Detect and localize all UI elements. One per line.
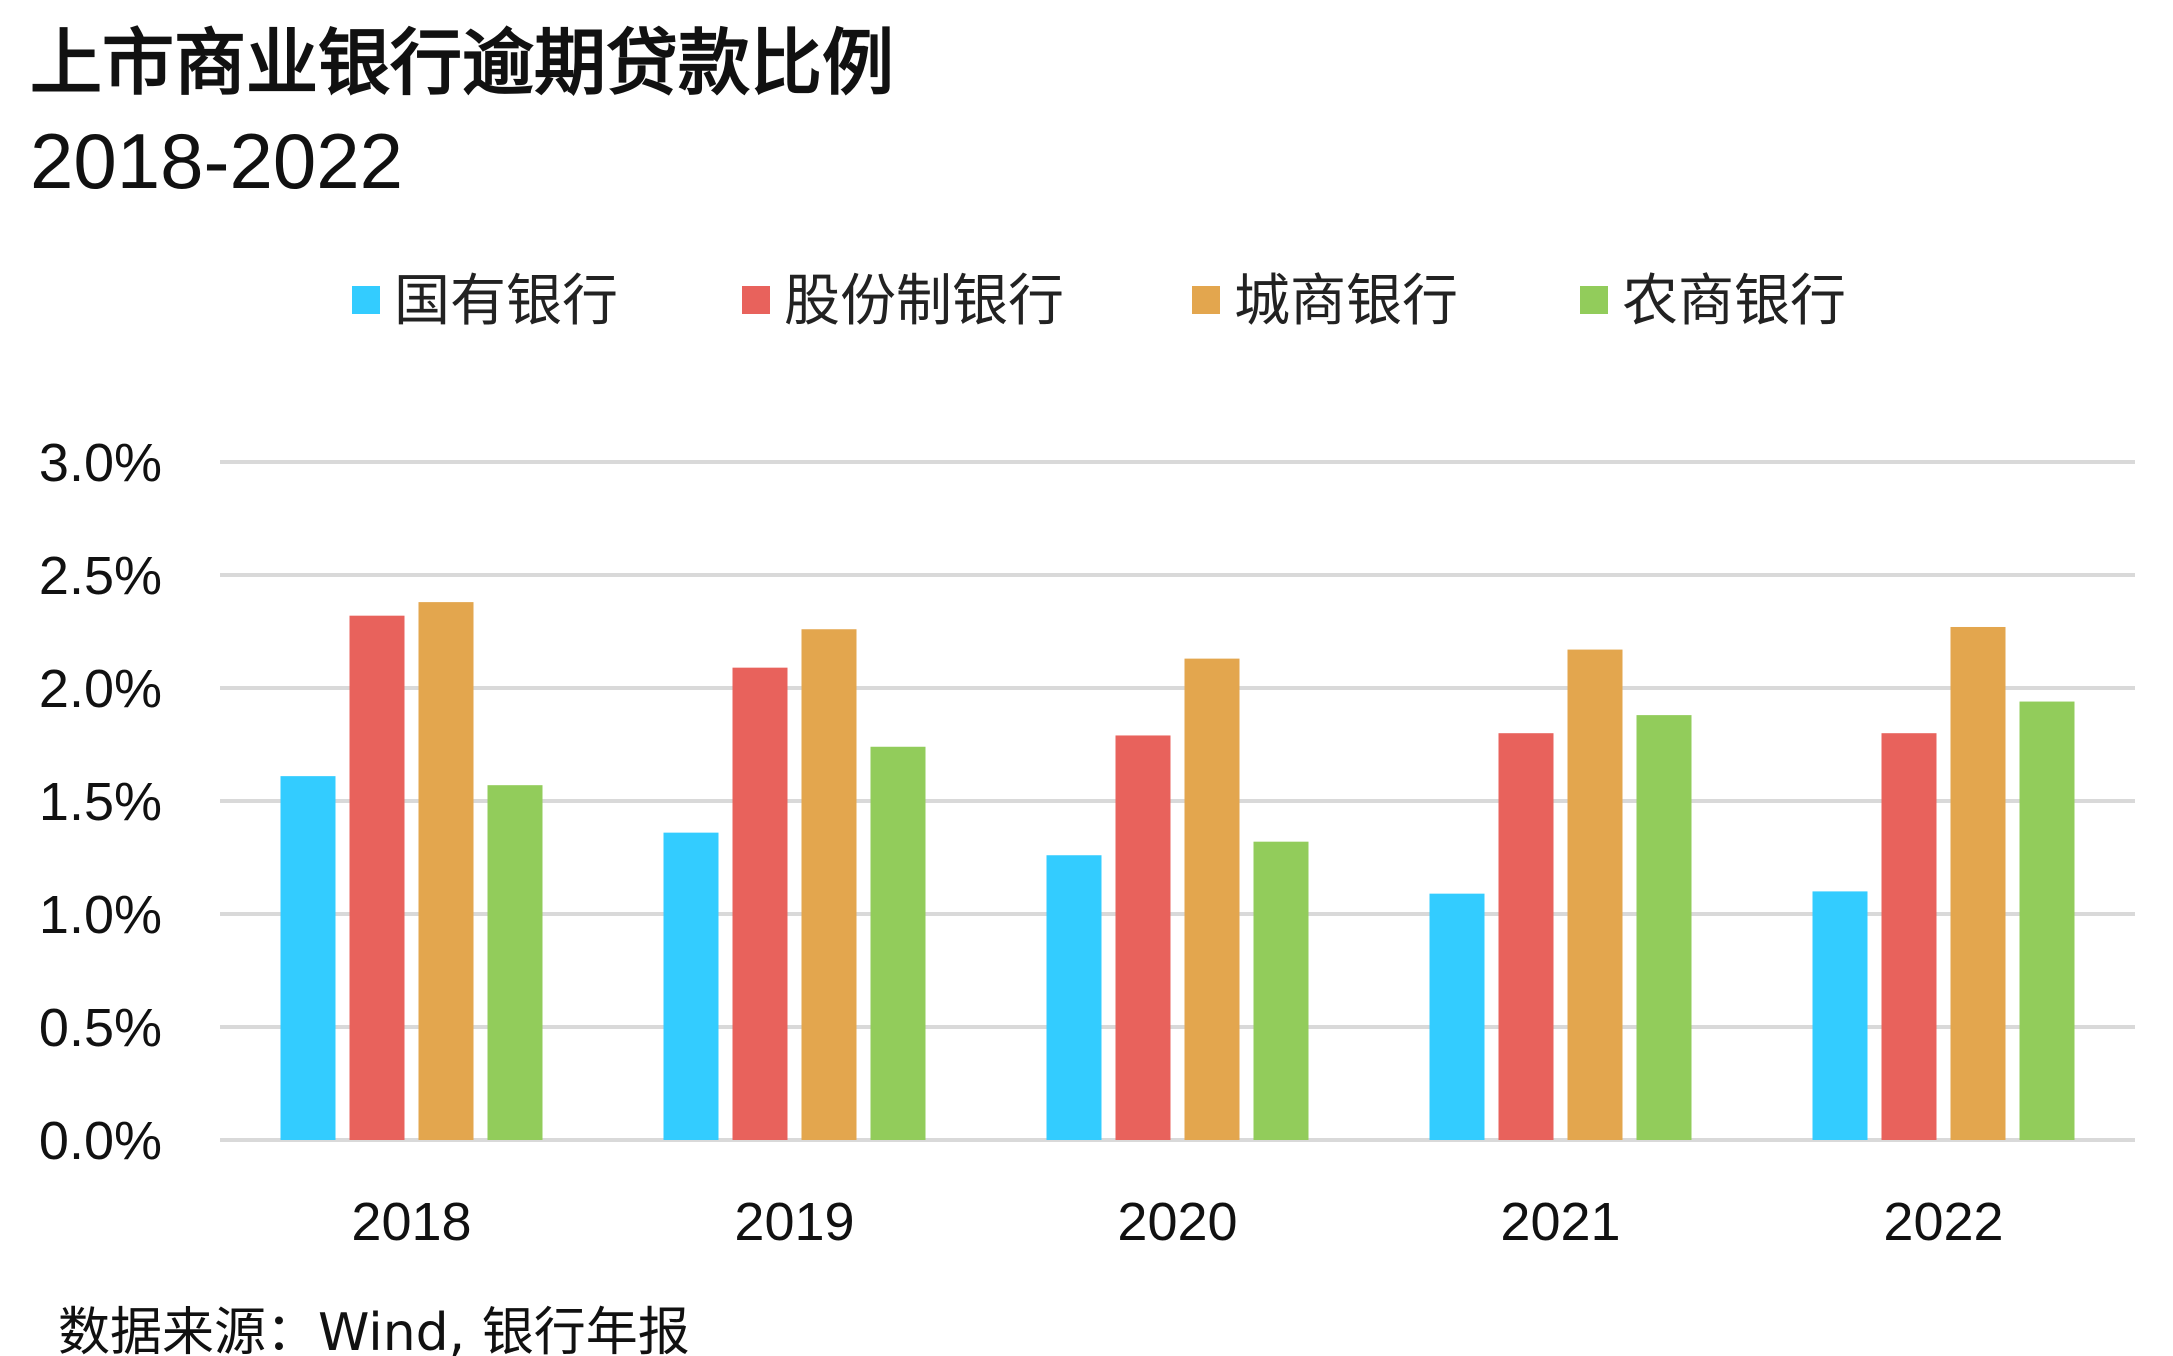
- legend-swatch: [742, 286, 770, 314]
- x-tick-label: 2018: [351, 1192, 471, 1252]
- legend-swatch: [1192, 286, 1220, 314]
- chart-title: 上市商业银行逾期贷款比例: [30, 21, 894, 105]
- bar-2021-4: [1636, 715, 1692, 1140]
- legend: 国有银行 股份制银行 城商银行 农商银行: [352, 269, 1846, 334]
- x-tick-label: 2019: [734, 1192, 854, 1252]
- bar-2019-1: [663, 832, 719, 1140]
- y-tick-label: 2.5%: [39, 546, 162, 606]
- bar-2022-4: [2019, 701, 2075, 1140]
- bar-2019-3: [801, 629, 857, 1140]
- bar-2022-2: [1881, 733, 1937, 1140]
- bar-2020-3: [1184, 658, 1240, 1140]
- legend-swatch: [352, 286, 380, 314]
- legend-label: 农商银行: [1622, 269, 1846, 334]
- bars: [280, 602, 2075, 1140]
- y-tick-label: 0.5%: [39, 998, 162, 1058]
- bar-2020-2: [1115, 735, 1171, 1140]
- bar-2020-4: [1253, 841, 1309, 1140]
- bar-2019-2: [732, 667, 788, 1140]
- x-axis: 2018 2019 2020 2021 2022: [351, 1192, 2003, 1252]
- bar-2021-1: [1429, 893, 1485, 1140]
- bar-2018-3: [418, 602, 474, 1140]
- bar-2019-4: [870, 746, 926, 1140]
- bar-2022-1: [1812, 891, 1868, 1140]
- bar-2022-3: [1950, 626, 2006, 1140]
- y-tick-label: 2.0%: [39, 659, 162, 719]
- bar-2021-3: [1567, 649, 1623, 1140]
- y-tick-label: 1.5%: [39, 772, 162, 832]
- source-note: 数据来源：Wind, 银行年报: [58, 1303, 690, 1356]
- y-tick-label: 3.0%: [39, 433, 162, 493]
- y-tick-label: 1.0%: [39, 885, 162, 945]
- legend-label: 股份制银行: [784, 269, 1064, 334]
- bar-2021-2: [1498, 733, 1554, 1140]
- legend-swatch: [1580, 286, 1608, 314]
- bar-2018-2: [349, 615, 405, 1140]
- x-tick-label: 2021: [1500, 1192, 1620, 1252]
- bar-2018-4: [487, 785, 543, 1140]
- x-tick-label: 2022: [1883, 1192, 2003, 1252]
- legend-label: 国有银行: [394, 269, 618, 334]
- bar-2018-1: [280, 776, 336, 1140]
- bar-2020-1: [1046, 855, 1102, 1140]
- y-axis: 0.0% 0.5% 1.0% 1.5% 2.0% 2.5% 3.0%: [39, 433, 162, 1171]
- x-tick-label: 2020: [1117, 1192, 1237, 1252]
- y-tick-label: 0.0%: [39, 1111, 162, 1171]
- legend-label: 城商银行: [1234, 269, 1458, 334]
- chart-subtitle: 2018-2022: [30, 117, 403, 205]
